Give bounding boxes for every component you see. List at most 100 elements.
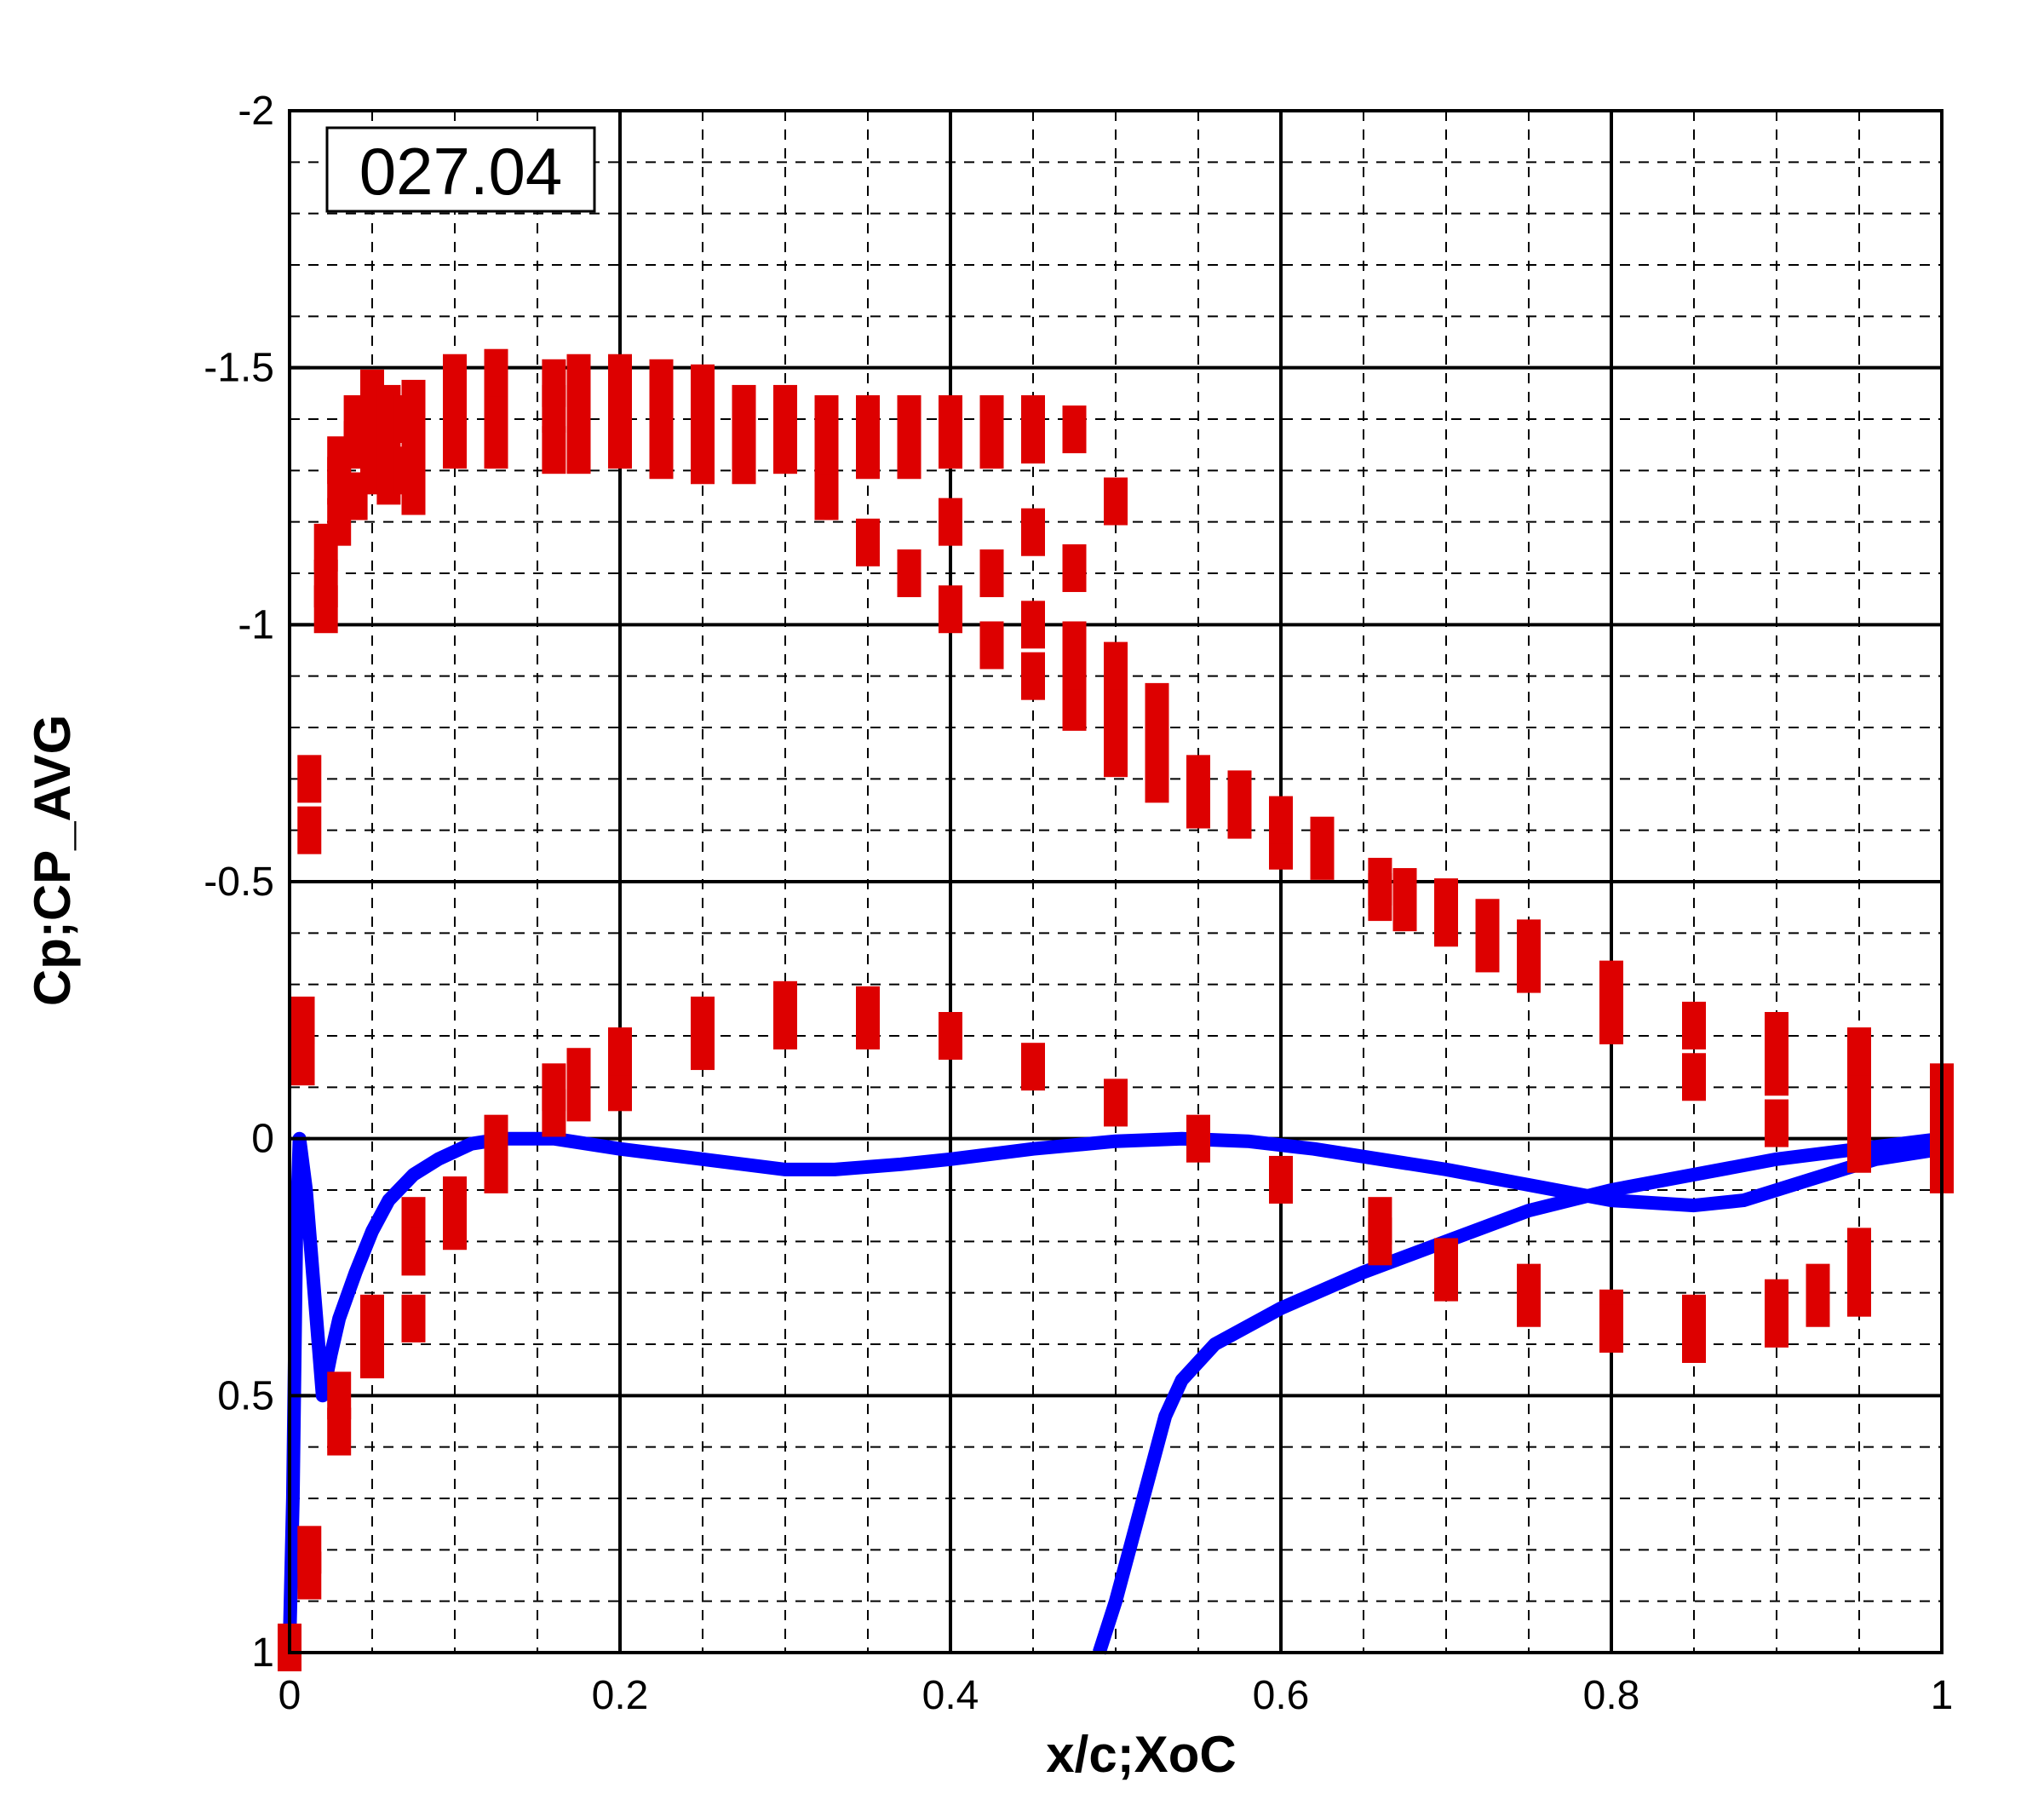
experimental-marker: [1847, 1124, 1871, 1173]
x-axis-title: x/c;XoC: [1046, 1726, 1236, 1783]
x-tick-label: 1: [1931, 1673, 1954, 1718]
experimental-marker: [327, 1407, 352, 1456]
experimental-marker: [1599, 1304, 1623, 1353]
y-tick-label: -0.5: [204, 860, 274, 905]
experimental-marker: [691, 996, 715, 1044]
experimental-marker: [1765, 1299, 1788, 1348]
experimental-marker: [1062, 682, 1087, 731]
experimental-marker: [1021, 508, 1045, 556]
experimental-marker: [1269, 796, 1293, 844]
experimental-marker: [1021, 1043, 1045, 1091]
experimental-marker: [484, 348, 508, 397]
experimental-marker: [979, 549, 1004, 597]
experimental-marker: [401, 421, 426, 469]
experimental-marker: [691, 364, 715, 412]
experimental-marker: [1145, 682, 1169, 731]
experimental-marker: [360, 1331, 384, 1379]
experimental-marker: [1104, 1078, 1128, 1127]
experimental-marker: [1145, 724, 1169, 773]
experimental-marker: [979, 395, 1004, 443]
experimental-marker: [814, 472, 839, 520]
simulation-upper-curve: [283, 1131, 1944, 1643]
experimental-marker: [1599, 960, 1623, 1009]
experimental-marker: [1475, 899, 1500, 947]
experimental-marker: [566, 354, 591, 402]
experimental-marker: [979, 621, 1004, 670]
x-tick-label: 0: [278, 1673, 301, 1718]
experimental-layer: [278, 348, 1954, 1671]
experimental-marker: [1269, 1155, 1293, 1204]
experimental-marker: [1517, 919, 1541, 968]
experimental-marker: [691, 436, 715, 485]
experimental-marker: [1186, 1114, 1210, 1163]
experimental-marker: [939, 1012, 962, 1060]
experimental-marker: [542, 1063, 566, 1112]
experimental-marker: [290, 1038, 315, 1086]
tick-layer: 0 0.2 0.4 0.6 0.8 1 -2 -1.5 -1 -0.5 0 0.5 1: [204, 89, 1953, 1718]
experimental-marker: [401, 379, 426, 428]
experimental-marker: [1021, 652, 1045, 700]
experimental-marker: [1104, 641, 1128, 690]
experimental-marker: [856, 518, 880, 566]
experimental-marker: [1434, 878, 1458, 927]
experimental-marker: [297, 755, 322, 803]
experimental-marker: [1021, 395, 1045, 443]
y-tick-label: 0: [251, 1117, 274, 1162]
experimental-marker: [649, 431, 674, 480]
experimental-marker: [1227, 770, 1252, 819]
experimental-marker: [401, 1294, 426, 1343]
experimental-marker: [1847, 1268, 1871, 1317]
experimental-marker: [1062, 543, 1087, 592]
experimental-marker: [1682, 1314, 1706, 1363]
experimental-marker: [1847, 1027, 1871, 1076]
experimental-marker: [856, 986, 880, 1034]
experimental-marker: [1517, 1279, 1541, 1327]
experimental-marker: [1368, 858, 1392, 906]
x-tick-label: 0.4: [922, 1673, 979, 1718]
experimental-marker: [1062, 621, 1087, 670]
annotation-box: 027.04: [325, 126, 596, 213]
experimental-marker: [542, 426, 566, 474]
annotation-label: 027.04: [359, 134, 563, 209]
experimental-marker: [1021, 601, 1045, 649]
y-tick-label: -1: [238, 602, 274, 647]
experimental-marker: [1310, 816, 1335, 865]
experimental-marker: [1104, 682, 1128, 731]
x-tick-label: 0.6: [1253, 1673, 1310, 1718]
experimental-marker: [897, 395, 922, 443]
experimental-marker: [773, 384, 797, 433]
experimental-marker: [939, 585, 962, 634]
experimental-marker: [814, 395, 839, 443]
experimental-marker: [773, 980, 797, 1029]
experimental-marker: [608, 1027, 632, 1076]
experimental-marker: [1682, 1001, 1706, 1049]
experimental-marker: [1368, 1217, 1392, 1266]
experimental-marker: [443, 354, 467, 402]
experimental-marker: [1682, 1053, 1706, 1101]
experimental-marker: [1765, 1012, 1788, 1060]
y-axis-title: Cp;CP_AVG: [24, 715, 81, 1006]
experimental-marker: [1806, 1279, 1830, 1327]
x-tick-label: 0.8: [1583, 1673, 1640, 1718]
y-tick-label: -1.5: [204, 346, 274, 391]
experimental-marker: [566, 426, 591, 474]
experimental-marker: [732, 384, 756, 433]
simulation-lower-curve: [1092, 1131, 1943, 1655]
experimental-marker: [566, 1048, 591, 1096]
x-tick-label: 0.2: [592, 1673, 649, 1718]
experimental-marker: [484, 1145, 508, 1193]
y-tick-label: -2: [238, 89, 274, 134]
experimental-marker: [1062, 405, 1087, 454]
experimental-marker: [649, 359, 674, 407]
y-tick-label: 0.5: [217, 1373, 274, 1418]
experimental-marker: [297, 1551, 322, 1600]
experimental-marker: [297, 806, 322, 854]
experimental-marker: [1104, 477, 1128, 526]
experimental-marker: [443, 1202, 467, 1251]
experimental-marker: [897, 549, 922, 597]
experimental-marker: [608, 354, 632, 402]
experimental-marker: [856, 395, 880, 443]
experimental-marker: [1765, 1099, 1788, 1147]
grid-layer: [290, 111, 1942, 1653]
experimental-marker: [542, 359, 566, 407]
